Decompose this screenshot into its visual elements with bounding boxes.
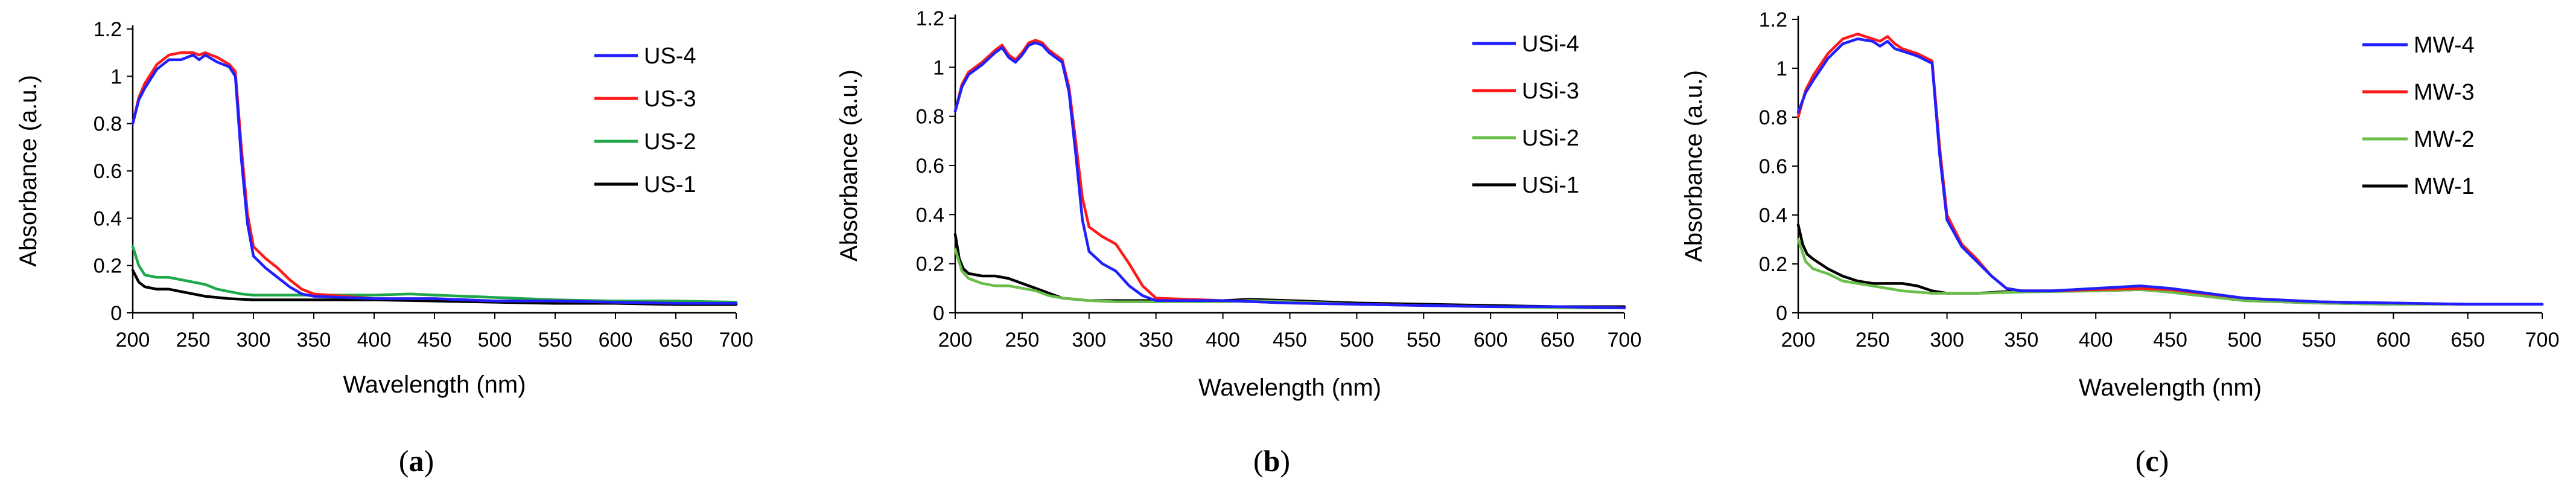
- legend-label-mw-2: MW-2: [2414, 127, 2475, 152]
- y-tick-label: 0.6: [94, 160, 122, 183]
- x-tick-label: 500: [478, 329, 512, 351]
- x-tick-label: 600: [599, 329, 633, 351]
- x-tick-label: 500: [2227, 329, 2262, 351]
- panel-label-open: (: [1253, 444, 1264, 478]
- x-tick-label: 350: [2005, 329, 2039, 351]
- x-tick-label: 300: [1072, 329, 1106, 351]
- legend-label-usi-4: USi-4: [1522, 31, 1579, 57]
- panel-label: (c): [2136, 444, 2169, 478]
- y-tick-label: 0.8: [94, 113, 122, 136]
- x-tick-label: 450: [1273, 329, 1307, 351]
- y-tick-label: 0.8: [916, 106, 944, 129]
- legend-label-us-3: US-3: [644, 86, 696, 112]
- legend-label-us-1: US-1: [644, 172, 696, 197]
- legend-label-us-2: US-2: [644, 129, 696, 155]
- y-tick-label: 1.2: [1759, 8, 1787, 31]
- y-tick-label: 0: [933, 302, 944, 325]
- y-tick-label: 0.4: [1759, 204, 1787, 227]
- y-axis-title: Absorbance (a.u.): [836, 69, 862, 262]
- y-axis-title: Absorbance (a.u.): [15, 75, 42, 267]
- series-line-mw-3: [1796, 33, 2544, 306]
- series-line-us-4: [131, 53, 738, 305]
- x-tick-label: 250: [1005, 329, 1040, 351]
- legend-label-mw-3: MW-3: [2414, 80, 2475, 105]
- y-tick-label: 0.4: [916, 204, 944, 226]
- x-tick-label: 350: [297, 329, 331, 351]
- x-tick-label: 400: [357, 329, 392, 351]
- legend: US-4 US-3 US-2 US-1: [594, 43, 696, 197]
- x-axis-title: Wavelength (nm): [343, 371, 526, 398]
- x-tick-label: 400: [1206, 329, 1240, 351]
- x-tick-label: 650: [659, 329, 693, 351]
- panel-label-open: (: [2136, 444, 2146, 478]
- chart-panel-a: 0 0.2 0.4 0.6 0.8 1 1.2 200 250 300 350 400 450 500 55…: [15, 18, 753, 478]
- legend: USi-4 USi-3 USi-2 USi-1: [1472, 31, 1579, 198]
- panel-label-open: (: [399, 444, 409, 478]
- x-axis-title: Wavelength (nm): [1198, 374, 1381, 401]
- x-tick-label: 700: [2525, 329, 2560, 351]
- x-tick-label: 300: [237, 329, 271, 351]
- y-tick-label: 0: [1776, 302, 1787, 325]
- x-axis-title: Wavelength (nm): [2079, 374, 2262, 401]
- x-tick-label: 400: [2079, 329, 2113, 351]
- panel-label-letter: c: [2145, 444, 2158, 478]
- y-tick-label: 0.2: [94, 255, 122, 278]
- y-tick-label: 0.2: [916, 253, 944, 276]
- x-tick-label: 550: [1407, 329, 1441, 351]
- x-tick-label: 450: [2153, 329, 2187, 351]
- panel-label-letter: a: [409, 444, 424, 478]
- series-line-mw-4: [1796, 37, 2544, 306]
- legend-label-mw-4: MW-4: [2414, 33, 2475, 58]
- x-tick-label: 350: [1139, 329, 1173, 351]
- panel-label-close: ): [2159, 444, 2169, 478]
- series-line-mw-2: [1796, 238, 2544, 306]
- x-tick-label: 600: [1474, 329, 1508, 351]
- x-tick-label: 700: [1608, 329, 1642, 351]
- series-line-usi-2: [953, 248, 1626, 310]
- panel-label-letter: b: [1264, 444, 1280, 478]
- x-tick-label: 650: [2450, 329, 2485, 351]
- panel-label: (a): [399, 444, 434, 478]
- y-tick-label: 1: [1776, 57, 1787, 80]
- series-line-us-1: [131, 269, 738, 306]
- x-tick-label: 250: [176, 329, 211, 351]
- x-tick-label: 500: [1340, 329, 1374, 351]
- y-tick-label: 1.2: [916, 7, 944, 30]
- y-tick-label: 1.2: [94, 18, 122, 41]
- y-tick-label: 1: [110, 65, 122, 88]
- legend: MW-4 MW-3 MW-2 MW-1: [2362, 33, 2475, 199]
- panel-label: (b): [1253, 444, 1290, 478]
- x-tick-label: 600: [2376, 329, 2411, 351]
- series-line-us-2: [131, 245, 738, 304]
- chart-panel-b: 0 0.2 0.4 0.6 0.8 1 1.2 200 250 300 350 400 450 500 55…: [836, 7, 1641, 478]
- y-tick-label: 0.6: [916, 155, 944, 178]
- y-tick-label: 0.6: [1759, 155, 1787, 178]
- x-tick-label: 250: [1856, 329, 1890, 351]
- x-tick-label: 450: [418, 329, 452, 351]
- x-tick-label: 200: [938, 329, 973, 351]
- x-tick-label: 550: [2302, 329, 2336, 351]
- legend-label-usi-3: USi-3: [1522, 79, 1579, 104]
- series-line-usi-4: [953, 41, 1626, 310]
- x-tick-label: 300: [1930, 329, 1964, 351]
- x-tick-label: 700: [719, 329, 754, 351]
- panel-label-close: ): [1280, 444, 1290, 478]
- legend-label-mw-1: MW-1: [2414, 174, 2475, 199]
- x-tick-label: 650: [1541, 329, 1575, 351]
- x-tick-label: 200: [116, 329, 150, 351]
- x-tick-label: 200: [1781, 329, 1816, 351]
- legend-label-us-4: US-4: [644, 43, 696, 69]
- y-tick-label: 0.8: [1759, 106, 1787, 129]
- y-tick-label: 0: [110, 302, 122, 325]
- x-tick-label: 550: [538, 329, 573, 351]
- y-tick-label: 1: [933, 56, 944, 79]
- panel-label-close: ): [424, 444, 434, 478]
- chart-panel-c: 0 0.2 0.4 0.6 0.8 1 1.2 200 250 300 350 400 450 500 55…: [1681, 8, 2559, 478]
- y-tick-label: 0.4: [94, 207, 122, 230]
- y-tick-label: 0.2: [1759, 253, 1787, 276]
- legend-label-usi-2: USi-2: [1522, 126, 1579, 151]
- legend-label-usi-1: USi-1: [1522, 173, 1579, 198]
- y-axis-title: Absorbance (a.u.): [1681, 70, 1707, 262]
